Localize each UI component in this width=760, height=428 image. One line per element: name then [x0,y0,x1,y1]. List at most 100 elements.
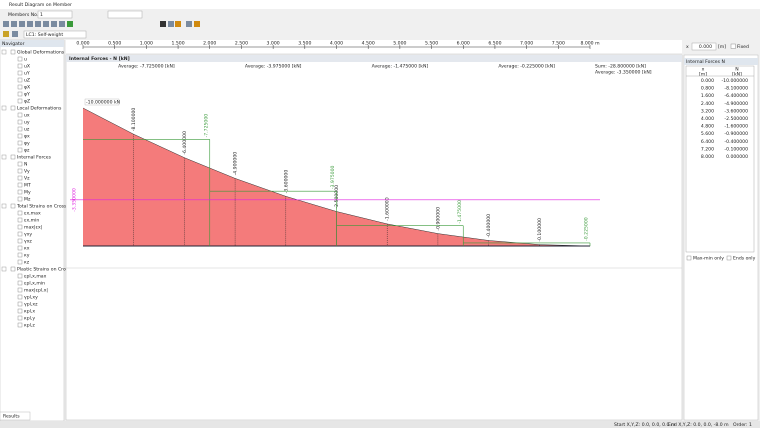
item-checkbox[interactable] [17,322,23,328]
item-checkbox[interactable] [17,112,23,118]
table-cell: 2.400 [701,101,714,107]
option-checkbox[interactable] [686,255,692,261]
group-checkbox[interactable] [10,105,16,111]
item-label: My [24,190,31,196]
status-bar [0,421,760,428]
x-value: 0.000 [699,44,712,50]
item-checkbox[interactable] [17,224,23,230]
item-checkbox[interactable] [17,238,23,244]
value-label: -0.900000 [435,207,441,231]
group-checkbox[interactable] [10,154,16,160]
item-checkbox[interactable] [17,280,23,286]
item-checkbox[interactable] [17,175,23,181]
item-label: φz [24,149,30,154]
ruler-label: 6.500 [488,41,501,47]
item-label: uz [24,128,30,133]
average-value: -0.225000 [584,217,590,241]
item-checkbox[interactable] [17,98,23,104]
table-cell: 0.000000 [726,154,748,160]
item-checkbox[interactable] [17,168,23,174]
item-checkbox[interactable] [17,252,23,258]
column-header: x [702,68,705,73]
item-checkbox[interactable] [17,287,23,293]
item-checkbox[interactable] [17,308,23,314]
item-label: φx [24,135,30,140]
table-cell: -3.600000 [724,108,748,114]
expander[interactable] [1,49,7,55]
item-label: max|εpl,x| [24,288,48,294]
group-checkbox[interactable] [10,203,16,209]
x-unit: [m] [718,44,726,50]
item-label: Vy [24,169,30,175]
toolbar-icons [3,21,200,37]
status-item: Order: 1 [733,422,752,428]
option-checkbox[interactable] [726,255,732,261]
item-checkbox[interactable] [17,231,23,237]
ruler-label: 3.500 [298,41,311,47]
item-checkbox[interactable] [17,189,23,195]
item-checkbox[interactable] [17,217,23,223]
item-checkbox[interactable] [17,77,23,83]
expander[interactable] [1,203,7,209]
item-checkbox[interactable] [17,210,23,216]
table-cell: 8.000 [701,154,714,160]
item-checkbox[interactable] [17,140,23,146]
group-label: Global Deformations [17,50,65,56]
item-checkbox[interactable] [17,56,23,62]
x-input[interactable] [691,42,717,51]
option-label: Max-min only [693,256,724,262]
table-cell: -8.100000 [724,86,748,92]
expander[interactable] [1,154,7,160]
load-case: LC1: Self-weight [26,32,63,38]
expander[interactable] [1,105,7,111]
item-checkbox[interactable] [17,63,23,69]
item-checkbox[interactable] [17,70,23,76]
table-cell: -1.600000 [724,124,748,130]
table-cell: 4.800 [701,124,714,130]
combo[interactable] [107,10,143,19]
item-label: κz [24,261,30,266]
item-checkbox[interactable] [17,182,23,188]
item-checkbox[interactable] [17,91,23,97]
status-item: End X,Y,Z: 0.0, 0.0, -8.0 m [668,422,729,428]
item-checkbox[interactable] [17,133,23,139]
group-label: Local Deformations [17,106,62,112]
ruler [66,40,682,53]
item-checkbox[interactable] [17,126,23,132]
item-checkbox[interactable] [17,259,23,265]
expander[interactable] [1,266,7,272]
sum-label: Sum: -28.800000 [kN] [595,64,646,70]
group-checkbox[interactable] [10,266,16,272]
table-title: Internal Forces N [686,59,725,65]
item-label: γpl,xz [24,302,38,308]
ruler-label: 4.000 [330,41,343,47]
item-checkbox[interactable] [17,196,23,202]
item-label: N [24,162,27,168]
load-case-select[interactable] [23,30,87,39]
group-label: Plastic Strains on Cro [17,267,66,273]
item-checkbox[interactable] [17,161,23,167]
item-label: κpl,y [24,316,35,322]
item-checkbox[interactable] [17,147,23,153]
item-checkbox[interactable] [17,273,23,279]
group-checkbox[interactable] [10,49,16,55]
item-checkbox[interactable] [17,84,23,90]
item-checkbox[interactable] [17,315,23,321]
item-label: uy [24,121,30,126]
value-label: -4.900000 [233,152,239,176]
ruler-label: 3.000 [267,41,280,47]
item-checkbox[interactable] [17,301,23,307]
results-tab[interactable] [0,411,31,421]
diagram-header [66,55,682,62]
item-label: ux [24,114,30,119]
table-cell: 5.600 [701,131,714,137]
average-label: Average: -1.475000 [kN] [372,64,429,70]
column-header: [kN] [732,72,742,78]
member-select[interactable] [37,10,73,19]
item-checkbox[interactable] [17,245,23,251]
ruler-label: 5.500 [425,41,438,47]
fixed-checkbox[interactable] [730,43,736,49]
item-checkbox[interactable] [17,294,23,300]
diagram: -10.000000 kN -8.100000 -6.400000 -4.900000… [66,64,682,269]
item-checkbox[interactable] [17,119,23,125]
